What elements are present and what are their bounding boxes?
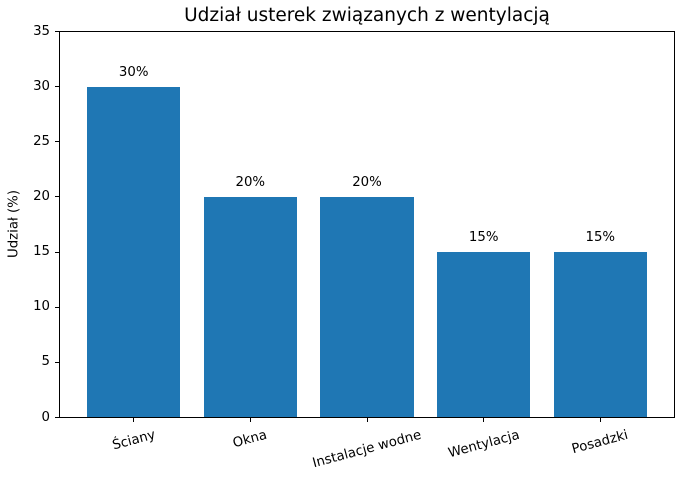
bar-4 (437, 252, 531, 418)
y-tick-label: 0 (41, 409, 50, 425)
bar-value-label: 20% (235, 174, 266, 190)
x-tick-mark (483, 418, 485, 422)
y-tick-mark (55, 196, 59, 198)
y-tick-label: 20 (33, 188, 50, 204)
x-tick-label: Wentylacja (446, 427, 521, 462)
y-tick-label: 5 (41, 354, 50, 370)
x-tick-mark (366, 418, 368, 422)
y-tick-label: 35 (33, 23, 50, 39)
x-tick-label: Posadzki (570, 427, 631, 458)
x-tick-mark (249, 418, 251, 422)
x-tick-label: Ściany (110, 427, 157, 454)
bar-3 (320, 196, 414, 418)
bar-5 (553, 252, 647, 418)
x-tick-mark (599, 418, 601, 422)
y-tick-mark (55, 361, 59, 363)
x-tick-label: Instalacje wodne (310, 427, 424, 472)
y-tick-mark (55, 251, 59, 253)
y-tick-label: 30 (33, 78, 50, 94)
bar-value-label: 15% (585, 230, 616, 246)
x-tick-mark (133, 418, 135, 422)
y-tick-label: 15 (33, 244, 50, 260)
y-tick-label: 25 (33, 133, 50, 149)
bar-value-label: 20% (352, 174, 382, 190)
bar-value-label: 15% (468, 230, 499, 246)
y-tick-label: 10 (33, 299, 50, 315)
y-tick-mark (55, 141, 59, 143)
y-tick-mark (55, 417, 59, 418)
bar-value-label: 30% (118, 64, 149, 80)
chart-title: Udział usterek związanych z wentylacją (184, 5, 550, 26)
y-tick-mark (55, 306, 59, 308)
x-tick-label: Okna (231, 427, 270, 452)
y-tick-mark (55, 86, 59, 88)
bar-2 (203, 196, 297, 418)
bar-1 (87, 86, 181, 418)
y-tick-mark (55, 31, 59, 32)
